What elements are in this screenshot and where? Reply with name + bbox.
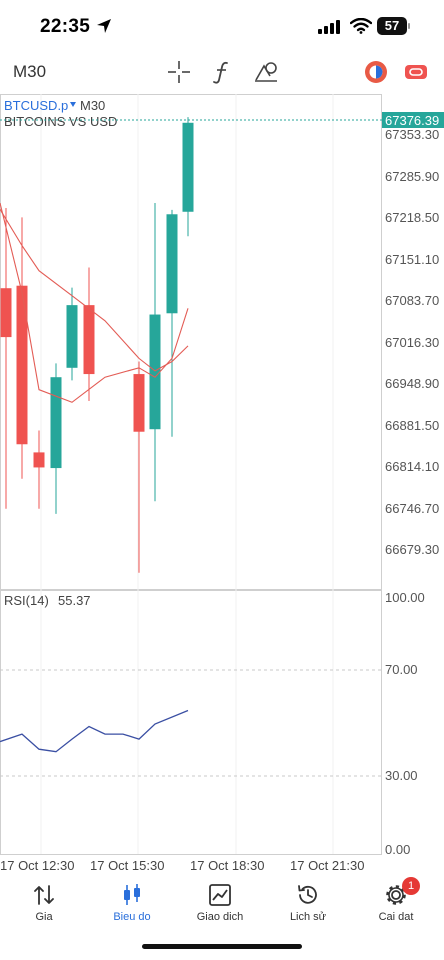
battery-tip bbox=[408, 23, 410, 29]
price-tick: 66746.70 bbox=[385, 501, 439, 516]
crosshair-icon[interactable] bbox=[165, 58, 193, 86]
price-tick: 66814.10 bbox=[385, 459, 439, 474]
price-tick: 66948.90 bbox=[385, 376, 439, 391]
nav-label: Gia bbox=[35, 911, 53, 923]
nav-item-settings[interactable]: 1 Cai dat bbox=[352, 876, 440, 936]
current-price-value: 67376.39 bbox=[385, 113, 439, 128]
cellular-signal-icon bbox=[318, 20, 340, 34]
price-arrows-icon bbox=[34, 885, 54, 905]
time-tick: 17 Oct 21:30 bbox=[290, 858, 364, 873]
home-indicator bbox=[142, 944, 302, 949]
time-tick: 17 Oct 15:30 bbox=[90, 858, 164, 873]
battery-level: 57 bbox=[384, 18, 400, 33]
moving-average-fast-line bbox=[0, 202, 189, 403]
rsi-line bbox=[0, 709, 189, 753]
one-click-trading-icon[interactable] bbox=[362, 58, 390, 86]
notification-badge: 1 bbox=[402, 877, 420, 895]
candle-bearish bbox=[83, 305, 95, 375]
candle-bearish bbox=[133, 374, 145, 432]
price-tick: 67016.30 bbox=[385, 335, 439, 350]
symbol-description: BITCOINS VS USD bbox=[4, 114, 117, 129]
status-time: 22:35 bbox=[40, 16, 91, 37]
price-scale: 67353.30 67285.90 67218.50 67151.10 6708… bbox=[385, 127, 439, 557]
candle-bearish bbox=[16, 285, 28, 445]
battery-fill bbox=[379, 19, 394, 33]
candle-bearish bbox=[33, 452, 45, 468]
rsi-scale: 100.00 70.00 30.00 0.00 bbox=[385, 590, 425, 857]
current-price-tag bbox=[382, 112, 444, 128]
rsi-indicator-label: RSI(14) bbox=[4, 593, 49, 608]
candle-bearish bbox=[0, 288, 12, 338]
vertical-grid bbox=[40, 94, 334, 854]
wifi-icon bbox=[350, 18, 372, 34]
time-axis: 17 Oct 12:30 17 Oct 15:30 17 Oct 18:30 1… bbox=[0, 858, 364, 873]
candlestick-series bbox=[0, 117, 194, 573]
price-tick: 67151.10 bbox=[385, 252, 439, 267]
rsi-indicator-value: 55.37 bbox=[58, 593, 91, 608]
candle-bullish bbox=[182, 122, 194, 212]
timeframe-button[interactable]: M30 bbox=[13, 62, 47, 81]
rsi-tick: 70.00 bbox=[385, 662, 418, 677]
nav-label: Bieu do bbox=[113, 911, 151, 923]
candle-bullish bbox=[66, 305, 78, 368]
history-clock-icon bbox=[298, 885, 317, 904]
nav-label: Lich sử bbox=[289, 911, 327, 923]
drawing-objects-icon[interactable] bbox=[252, 58, 280, 86]
nav-label: Cai dat bbox=[378, 911, 414, 923]
nav-item-quotes[interactable]: Gia bbox=[0, 876, 88, 936]
price-chart[interactable]: BTCUSD.p M30 BITCOINS VS USD 67376.39 67… bbox=[0, 94, 444, 876]
gear-icon bbox=[386, 885, 406, 905]
candle-bullish bbox=[166, 214, 178, 314]
chart-timeframe-label: M30 bbox=[80, 98, 105, 113]
nav-item-chart[interactable]: Bieu do bbox=[88, 876, 176, 936]
indicators-function-icon[interactable] bbox=[208, 58, 236, 86]
candle-bullish bbox=[50, 377, 62, 469]
rsi-tick: 100.00 bbox=[385, 590, 425, 605]
time-tick: 17 Oct 12:30 bbox=[0, 858, 74, 873]
symbol-label[interactable]: BTCUSD.p bbox=[4, 98, 68, 113]
price-tick: 67218.50 bbox=[385, 210, 439, 225]
rsi-tick: 0.00 bbox=[385, 842, 410, 857]
price-tick: 66881.50 bbox=[385, 418, 439, 433]
nav-label: Giao dich bbox=[196, 911, 244, 923]
rsi-levels bbox=[0, 669, 382, 777]
chart-settings-link-icon[interactable] bbox=[402, 58, 430, 86]
nav-item-history[interactable]: Lich sử bbox=[264, 876, 352, 936]
status-bar: 22:35 57 bbox=[0, 0, 444, 52]
price-tick: 66679.30 bbox=[385, 542, 439, 557]
candle-bullish bbox=[149, 314, 161, 430]
rsi-pane-frame bbox=[0, 590, 382, 855]
chart-toolbar: M30 bbox=[0, 52, 444, 92]
symbol-dropdown-icon[interactable] bbox=[70, 102, 76, 107]
location-arrow-icon bbox=[97, 19, 111, 33]
price-tick: 67083.70 bbox=[385, 293, 439, 308]
rsi-tick: 30.00 bbox=[385, 768, 418, 783]
time-tick: 17 Oct 18:30 bbox=[190, 858, 264, 873]
price-tick: 67353.30 bbox=[385, 127, 439, 142]
bottom-navigation: Gia Bieu do Giao dich Lich sử 1 bbox=[0, 876, 444, 936]
battery-icon: 57 bbox=[377, 17, 407, 35]
price-tick: 67285.90 bbox=[385, 169, 439, 184]
main-pane-frame bbox=[0, 94, 382, 590]
nav-item-trade[interactable]: Giao dich bbox=[176, 876, 264, 936]
trade-chart-icon bbox=[209, 884, 231, 906]
candlestick-icon bbox=[124, 884, 140, 905]
